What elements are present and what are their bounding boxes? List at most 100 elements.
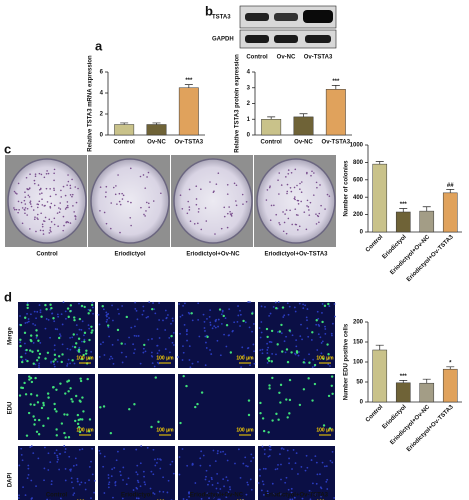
nucleus [56,360,59,363]
nucleus [78,346,81,349]
colony [65,206,68,209]
nucleus [290,487,293,490]
nucleus [244,321,247,324]
colony [105,191,107,193]
edu-cell [265,327,269,331]
colony [315,223,318,225]
nucleus [141,313,144,316]
edu-cell [32,415,35,418]
colony [53,223,56,226]
edu-cell [73,316,76,319]
error-bar [422,206,431,212]
nucleus [333,315,336,318]
nucleus [162,476,165,479]
edu-cell [70,398,73,401]
nucleus [310,459,313,461]
nucleus [183,323,186,326]
nucleus [249,364,251,367]
edu-cell [74,419,77,423]
scale-label: 100 μm [316,427,334,433]
nucleus [324,328,327,330]
edu-cell [44,303,47,307]
nucleus [136,318,139,321]
bar [325,89,346,136]
edu-cell [71,400,74,403]
colony [41,198,43,201]
nucleus [177,356,180,358]
colony [119,231,121,234]
nucleus [50,483,53,486]
nucleus [246,347,249,350]
colony [66,201,69,203]
nucleus [268,454,271,457]
edu-cell [75,342,78,345]
edu-cell [81,396,84,399]
nucleus [243,354,246,357]
nucleus [64,479,67,482]
colony [62,185,65,188]
nucleus [319,336,322,339]
colony [289,187,292,189]
colony [285,209,288,211]
edu-cell [83,331,87,335]
colony [147,202,150,205]
nucleus [39,309,42,312]
nucleus [64,451,67,454]
edu-cell [46,417,50,420]
colony [291,223,293,226]
error-bar [375,161,384,165]
edu-cell [90,325,93,328]
colony [114,193,117,196]
nucleus [205,347,208,349]
colony [109,227,112,230]
nucleus [258,468,261,471]
nucleus [293,496,296,499]
nucleus [197,302,200,305]
bar [395,382,411,403]
colony [40,187,42,190]
colony [48,218,51,221]
nucleus [202,313,205,316]
nucleus [97,313,100,316]
nucleus [29,446,32,448]
nucleus [303,358,306,361]
nucleus [20,447,23,450]
nucleus [297,354,300,357]
edu-cell [83,340,86,343]
nucleus [20,453,23,456]
nucleus [151,362,154,365]
nucleus [209,324,212,326]
nucleus [330,334,333,337]
nucleus [27,467,30,470]
nucleus [117,339,119,341]
colony [67,221,70,224]
nucleus [90,497,92,500]
colony [15,208,18,211]
nucleus [158,319,161,321]
nucleus [226,479,229,482]
edu-cell [286,416,289,419]
nucleus [324,332,327,335]
nucleus [56,454,59,457]
nucleus [69,336,71,339]
nucleus [284,351,287,354]
fluorescence-image [258,446,335,500]
nucleus [191,462,194,465]
nucleus [80,481,83,484]
nucleus [202,454,205,457]
nucleus [253,350,255,353]
colony [65,221,68,223]
colony [278,222,280,224]
colony [209,181,211,183]
nucleus [23,342,26,345]
colony [43,176,46,179]
nucleus [269,340,272,343]
bar [442,368,458,403]
nucleus [194,482,197,484]
nucleus [227,491,230,494]
nucleus [199,457,202,460]
nucleus [92,312,94,315]
nucleus [171,460,174,463]
nucleus [287,488,290,491]
